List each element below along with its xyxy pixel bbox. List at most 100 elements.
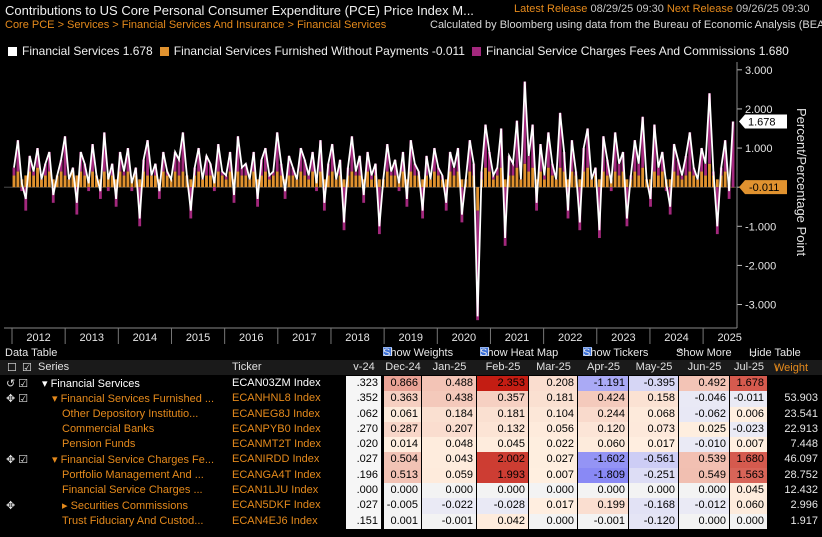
value-cell: 0.045 xyxy=(736,484,764,497)
x-tick-label: 2013 xyxy=(80,332,104,344)
row-controls-icon[interactable]: ✥ ☑ xyxy=(6,454,29,467)
bar-furnished xyxy=(118,171,122,188)
table-row[interactable]: Portfolio Management And ... ECANGA4T Ind… xyxy=(0,467,822,484)
value-cell: -0.120 xyxy=(643,514,675,527)
bar-charges xyxy=(291,167,295,176)
select-all-checkbox[interactable]: ☐ xyxy=(7,362,17,374)
bar-charges xyxy=(413,163,417,176)
bar-charges xyxy=(209,163,212,176)
bar-charges xyxy=(36,148,39,168)
bar-furnished xyxy=(704,175,707,188)
col-period[interactable]: Feb-25 xyxy=(485,361,521,373)
table-row[interactable]: ✥ ▸ Securities Commissions ECAN5DKF Index.… xyxy=(0,498,822,514)
table-row[interactable]: Trust Fiduciary And Custod... ECAN4EJ6 In… xyxy=(0,513,822,529)
col-period[interactable]: Jan-25 xyxy=(432,361,467,373)
bar-charges xyxy=(495,167,499,176)
x-tick-label: 2023 xyxy=(611,332,635,344)
heat-cell xyxy=(578,406,628,422)
bar-charges xyxy=(637,163,641,176)
col-period[interactable]: Jul-25 xyxy=(734,361,764,373)
series-name[interactable]: Portfolio Management And ... xyxy=(62,468,204,481)
series-name[interactable]: Pension Funds xyxy=(62,438,136,451)
ticker[interactable]: ECAN5DKF Index xyxy=(232,499,321,512)
bar-furnished xyxy=(311,171,315,188)
ticker[interactable]: ECAN4EJ6 Index xyxy=(232,514,318,527)
table-row[interactable]: Pension Funds ECANMT2T Index .020 0.014 0.04… xyxy=(0,437,822,453)
chart-title: Contributions to US Core Personal Consum… xyxy=(5,3,474,18)
heat-cell xyxy=(629,452,678,468)
series-name[interactable]: ▾ Financial Services Furnished ... xyxy=(52,393,215,406)
bar-furnished xyxy=(452,175,456,188)
value-cell: 0.025 xyxy=(698,422,726,435)
col-ticker[interactable]: Ticker xyxy=(232,361,262,373)
col-period[interactable]: v-24 xyxy=(353,361,375,373)
heat-cell xyxy=(422,421,476,438)
table-row[interactable]: ✥ ☑ ▾ Financial Service Charges Fe... ECAN… xyxy=(0,452,822,468)
ticker[interactable]: ECANMT2T Index xyxy=(232,438,322,451)
value-cell: 0.073 xyxy=(647,422,675,435)
bar-furnished xyxy=(326,175,330,188)
value-cell: 0.000 xyxy=(497,484,525,497)
series-name[interactable]: Financial Service Charges ... xyxy=(62,484,203,497)
bar-furnished xyxy=(287,175,291,188)
row-controls-icon[interactable]: ✥ ☑ xyxy=(6,393,29,406)
legend-item-charges[interactable]: Financial Service Charges Fees And Commi… xyxy=(471,44,789,58)
bar-charges xyxy=(236,136,240,172)
col-series[interactable]: Series xyxy=(38,361,70,373)
col-period[interactable]: Mar-25 xyxy=(536,361,571,373)
heat-cell xyxy=(730,483,767,499)
ticker[interactable]: ECAN03ZM Index xyxy=(232,377,321,389)
ticker[interactable]: ECANPYB0 Index xyxy=(232,422,321,435)
series-checkbox[interactable]: ☑ xyxy=(22,362,32,374)
value-cell: 0.000 xyxy=(546,514,574,527)
x-tick-label: 2017 xyxy=(292,332,316,344)
bar-charges xyxy=(228,151,232,172)
table-row[interactable]: Commercial Banks ECANPYB0 Index .270 0.287 0… xyxy=(0,421,822,438)
series-name[interactable]: ▾ Financial Services xyxy=(42,378,140,390)
checkbox-icon xyxy=(583,347,592,356)
heat-cell xyxy=(477,513,528,529)
line-financial-services xyxy=(13,81,734,317)
bar-furnished xyxy=(448,171,452,188)
heat-cell xyxy=(629,467,678,484)
series-name[interactable]: Other Depository Institutio... xyxy=(62,407,199,420)
bar-furnished xyxy=(440,179,444,188)
chart-legend: Financial Services 1.678 Financial Servi… xyxy=(0,40,822,62)
weight-value: 46.097 xyxy=(784,453,818,466)
breadcrumb[interactable]: Core PCE > Services > Financial Services… xyxy=(5,19,387,31)
bar-furnished xyxy=(484,167,487,188)
table-row[interactable]: ↺ ☑ ▾ Financial Services ECAN03ZM Index .32… xyxy=(0,376,822,392)
value-cell: 0.007 xyxy=(546,468,574,481)
heat-cell xyxy=(578,513,628,529)
table-row[interactable]: Financial Service Charges ... ECAN1LJU In… xyxy=(0,483,822,499)
series-name[interactable]: Trust Fiduciary And Custod... xyxy=(62,514,204,527)
series-name[interactable]: ▾ Financial Service Charges Fe... xyxy=(52,454,215,467)
checkbox-icon xyxy=(383,347,392,356)
row-controls-icon[interactable]: ✥ xyxy=(6,500,16,513)
bar-furnished xyxy=(660,171,664,188)
table-row[interactable]: ✥ ☑ ▾ Financial Services Furnished ... ECA… xyxy=(0,391,822,407)
col-period[interactable]: May-25 xyxy=(635,361,673,373)
weight-value: 7.448 xyxy=(790,438,818,451)
ticker[interactable]: ECAN1LJU Index xyxy=(232,484,319,497)
table-row[interactable]: Other Depository Institutio... ECANEG8J I… xyxy=(0,406,822,422)
series-name[interactable]: ▸ Securities Commissions xyxy=(62,500,188,513)
bar-furnished xyxy=(535,179,538,188)
col-period[interactable]: Dec-24 xyxy=(385,361,421,373)
ticker[interactable]: ECANEG8J Index xyxy=(232,407,321,420)
ticker[interactable]: ECANHNL8 Index xyxy=(232,392,321,405)
legend-item-financial-services[interactable]: Financial Services 1.678 xyxy=(8,44,153,58)
heat-cell xyxy=(346,467,381,484)
series-name[interactable]: Commercial Banks xyxy=(62,422,155,435)
bar-furnished xyxy=(527,171,531,188)
value-cell: 0.488 xyxy=(445,377,473,389)
row-controls-icon[interactable]: ↺ ☑ xyxy=(6,378,29,390)
bar-charges xyxy=(354,171,358,176)
ticker[interactable]: ECANIRDD Index xyxy=(232,453,320,466)
legend-item-furnished[interactable]: Financial Services Furnished Without Pay… xyxy=(159,44,465,58)
col-period[interactable]: Apr-25 xyxy=(586,361,621,373)
heat-cell xyxy=(477,421,528,438)
ticker[interactable]: ECANGA4T Index xyxy=(232,468,322,481)
value-cell: -0.561 xyxy=(643,453,675,466)
col-period[interactable]: Jun-25 xyxy=(687,361,722,373)
